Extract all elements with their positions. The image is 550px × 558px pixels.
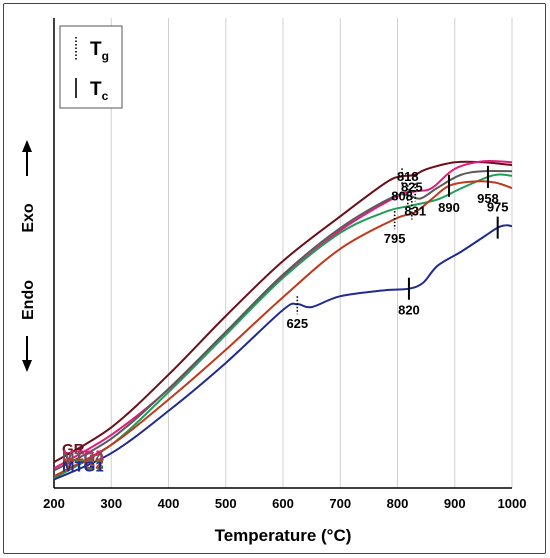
annotation-820: 820 <box>398 303 420 318</box>
annotation-825: 825 <box>401 180 423 195</box>
legend-box <box>59 25 123 109</box>
series-label-mtg1: MTG1 <box>62 459 104 476</box>
series-label-mtg2: MTG2 <box>62 455 104 472</box>
series-label-mtg3: MTG3 <box>62 457 104 474</box>
x-tick-600: 600 <box>272 496 294 511</box>
transition-markers <box>296 165 499 315</box>
x-tick-900: 900 <box>444 496 466 511</box>
curve-mtg1 <box>53 224 513 481</box>
x-tick-labels: 200 300 400 500 600 700 800 900 1000 <box>43 496 526 511</box>
x-tick-400: 400 <box>158 496 180 511</box>
annotation-625: 625 <box>286 316 308 331</box>
x-tick-1000: 1000 <box>498 496 527 511</box>
exo-label-text: Exo <box>20 203 37 233</box>
arrow-down-icon <box>22 360 32 372</box>
curve-mtg2 <box>53 180 513 478</box>
x-tick-200: 200 <box>43 496 65 511</box>
annotation-975: 975 <box>487 200 509 215</box>
series-label-mtg4: MTG4 <box>62 450 104 467</box>
x-tick-800: 800 <box>387 496 409 511</box>
legend-tc-label: Tc <box>90 79 109 103</box>
x-tick-300: 300 <box>100 496 122 511</box>
x-axis-title: Temperature (°C) <box>215 526 352 545</box>
annotation-831: 831 <box>404 203 426 218</box>
endo-label-text: Endo <box>20 280 37 320</box>
x-tick-700: 700 <box>329 496 351 511</box>
legend-tg-label: Tg <box>90 39 109 63</box>
figure-frame <box>3 3 546 554</box>
curve-gr <box>53 160 513 463</box>
series-label-mtg5: MTG5 <box>62 447 104 464</box>
legend: Tg Tc <box>59 25 123 109</box>
annotation-890: 890 <box>438 200 460 215</box>
endo-label: Endo <box>20 280 37 372</box>
arrow-up-icon <box>22 140 32 152</box>
x-tick-500: 500 <box>215 496 237 511</box>
annotation-818: 818 <box>397 169 419 184</box>
series-label-gr: GR <box>62 441 85 458</box>
annotation-795: 795 <box>384 231 406 246</box>
curve-mtg4 <box>53 169 513 472</box>
exo-label: Exo <box>20 140 37 233</box>
annotation-958: 958 <box>477 191 499 206</box>
annotation-808: 808 <box>391 188 413 203</box>
